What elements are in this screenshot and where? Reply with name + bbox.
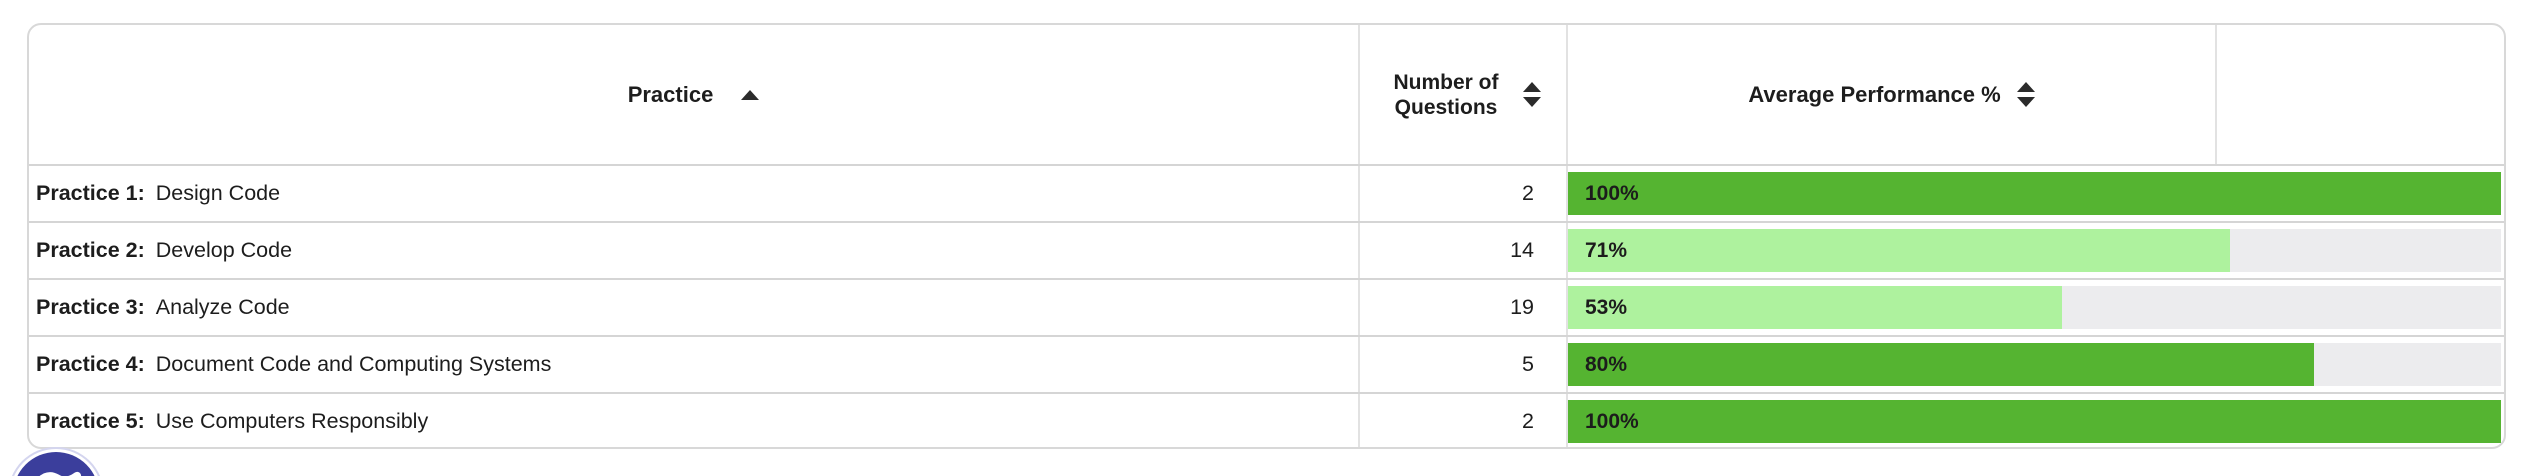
practice-label: Practice 2: <box>36 238 145 262</box>
questions-value: 19 <box>1360 280 1568 335</box>
table-header-row: Practice Number of Questions Average Per… <box>29 25 2504 164</box>
performance-cell: 53% <box>1568 280 2504 335</box>
practice-name: Develop Code <box>155 238 293 262</box>
performance-bar-track: 80% <box>1568 343 2501 386</box>
practice-cell: Practice 2: Develop Code <box>29 223 1360 278</box>
performance-bar-fill: 100% <box>1568 400 2501 443</box>
questions-value: 2 <box>1360 394 1568 447</box>
performance-bar-fill: 80% <box>1568 343 2315 386</box>
accessibility-person-icon <box>39 471 82 476</box>
column-header-performance[interactable]: Average Performance % <box>1568 25 2217 164</box>
practice-label: Practice 3: <box>36 295 145 319</box>
performance-bar-track: 71% <box>1568 229 2501 272</box>
questions-value: 14 <box>1360 223 1568 278</box>
practice-label: Practice 5: <box>36 409 145 433</box>
practice-label: Practice 1: <box>36 181 145 205</box>
performance-bar-track: 100% <box>1568 400 2501 443</box>
table-row: Practice 2: Develop Code 14 71% <box>29 221 2504 278</box>
table-row: Practice 5: Use Computers Responsibly 2 1… <box>29 392 2504 447</box>
performance-value: 53% <box>1585 296 1628 319</box>
practice-name: Design Code <box>155 181 281 205</box>
performance-cell: 100% <box>1568 394 2504 447</box>
practice-name: Analyze Code <box>155 295 290 319</box>
practice-cell: Practice 4: Document Code and Computing S… <box>29 337 1360 392</box>
table-row: Practice 1: Design Code 2 100% <box>29 164 2504 221</box>
questions-column-label: Number of Questions <box>1393 70 1499 119</box>
practice-name: Document Code and Computing Systems <box>155 352 552 376</box>
practice-label: Practice 4: <box>36 352 145 376</box>
questions-value: 2 <box>1360 166 1568 221</box>
performance-cell: 80% <box>1568 337 2504 392</box>
questions-value: 5 <box>1360 337 1568 392</box>
performance-bar-track: 53% <box>1568 286 2501 329</box>
practice-cell: Practice 3: Analyze Code <box>29 280 1360 335</box>
sort-toggle-icon <box>2016 82 2035 107</box>
column-header-practice[interactable]: Practice <box>29 25 1360 164</box>
performance-bar-fill: 100% <box>1568 172 2501 215</box>
performance-bar-track: 100% <box>1568 172 2501 215</box>
accessibility-widget-button[interactable] <box>13 452 99 476</box>
practice-cell: Practice 5: Use Computers Responsibly <box>29 394 1360 447</box>
performance-value: 71% <box>1585 239 1628 262</box>
column-header-questions[interactable]: Number of Questions <box>1360 25 1568 164</box>
performance-value: 100% <box>1585 182 1639 205</box>
performance-bar-fill: 53% <box>1568 286 2063 329</box>
practice-name: Use Computers Responsibly <box>155 409 429 433</box>
performance-cell: 100% <box>1568 166 2504 221</box>
performance-value: 100% <box>1585 410 1639 433</box>
performance-value: 80% <box>1585 353 1628 376</box>
practice-cell: Practice 1: Design Code <box>29 166 1360 221</box>
sort-ascending-icon <box>741 89 760 100</box>
practice-column-label: Practice <box>627 81 714 107</box>
table-row: Practice 3: Analyze Code 19 53% <box>29 278 2504 335</box>
table-row: Practice 4: Document Code and Computing S… <box>29 335 2504 392</box>
practice-performance-table: Practice Number of Questions Average Per… <box>27 23 2506 449</box>
column-header-empty <box>2217 25 2504 164</box>
performance-bar-fill: 71% <box>1568 229 2231 272</box>
performance-cell: 71% <box>1568 223 2504 278</box>
performance-column-label: Average Performance % <box>1748 81 2001 107</box>
sort-toggle-icon <box>1523 82 1541 107</box>
